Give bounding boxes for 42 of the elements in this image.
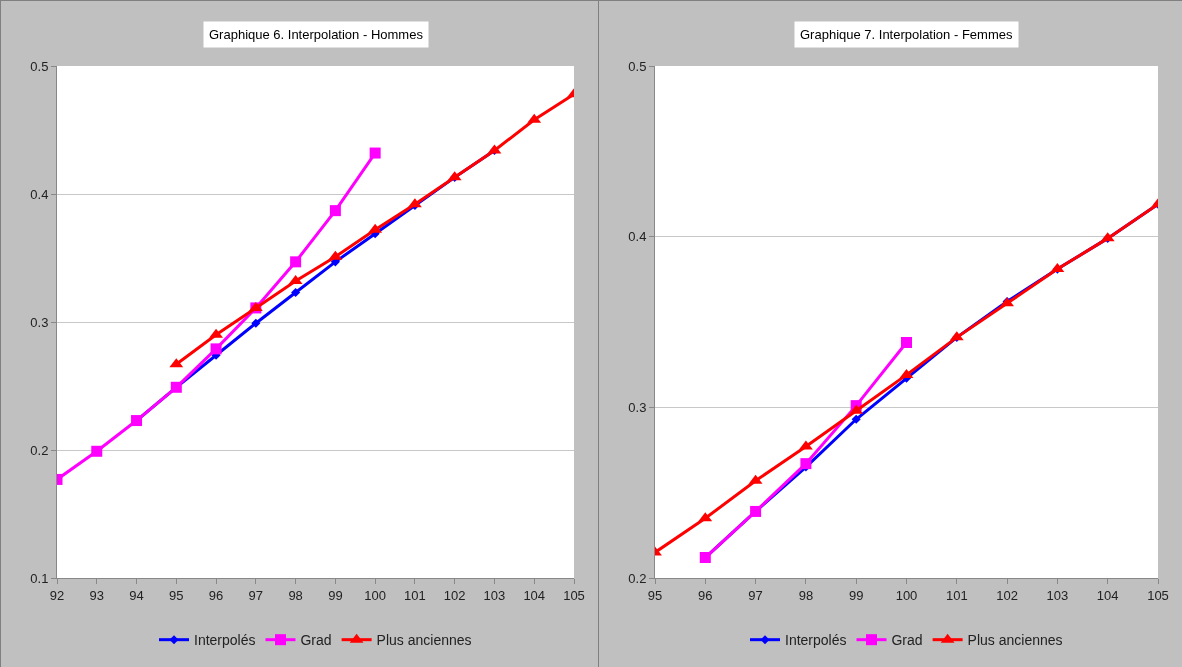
x-tick-label: 98 <box>798 587 814 603</box>
x-tick-label: 95 <box>169 587 184 603</box>
x-tick-label: 93 <box>89 587 104 603</box>
x-tick-label: 92 <box>49 587 65 603</box>
y-tick-label: 0.4 <box>30 186 49 202</box>
x-tick-label: 94 <box>129 587 144 603</box>
legend-label: Plus anciennes <box>967 632 1063 649</box>
x-tick-label: 95 <box>647 587 663 603</box>
legend-label: Grad <box>300 632 332 649</box>
x-tick-label: 101 <box>945 587 968 603</box>
x-tick-label: 105 <box>1147 587 1169 603</box>
legend-label: Interpolés <box>194 632 256 649</box>
x-tick-label: 98 <box>288 587 303 603</box>
x-tick-label: 100 <box>364 587 386 603</box>
y-tick-label: 0.5 <box>30 58 49 74</box>
x-tick-label: 104 <box>523 587 546 603</box>
legend-label: Interpolés <box>785 632 847 649</box>
y-tick-label: 0.4 <box>628 229 647 245</box>
x-tick-label: 99 <box>328 587 343 603</box>
y-tick-label: 0.2 <box>30 442 49 458</box>
x-tick-label: 102 <box>443 587 466 603</box>
chart-title: Graphique 6. Interpolation - Hommes <box>209 27 424 42</box>
legend-label: Plus anciennes <box>376 632 472 649</box>
x-tick-label: 96 <box>208 587 224 603</box>
y-tick-label: 0.3 <box>30 314 49 330</box>
y-tick-label: 0.1 <box>30 570 49 586</box>
legend-label: Grad <box>891 632 923 649</box>
x-tick-label: 99 <box>848 587 864 603</box>
y-tick-label: 0.5 <box>628 58 647 74</box>
x-tick-label: 102 <box>996 587 1018 603</box>
x-tick-label: 97 <box>248 587 264 603</box>
y-tick-label: 0.2 <box>628 570 647 586</box>
x-tick-label: 103 <box>1046 587 1069 603</box>
x-tick-label: 103 <box>483 587 506 603</box>
x-tick-label: 101 <box>404 587 426 603</box>
x-tick-label: 97 <box>748 587 763 603</box>
y-tick-label: 0.3 <box>628 399 647 415</box>
x-tick-label: 104 <box>1096 587 1119 603</box>
x-tick-label: 105 <box>563 587 585 603</box>
x-tick-label: 96 <box>698 587 713 603</box>
chart-title: Graphique 7. Interpolation - Femmes <box>800 27 1013 42</box>
x-tick-label: 100 <box>895 587 918 603</box>
